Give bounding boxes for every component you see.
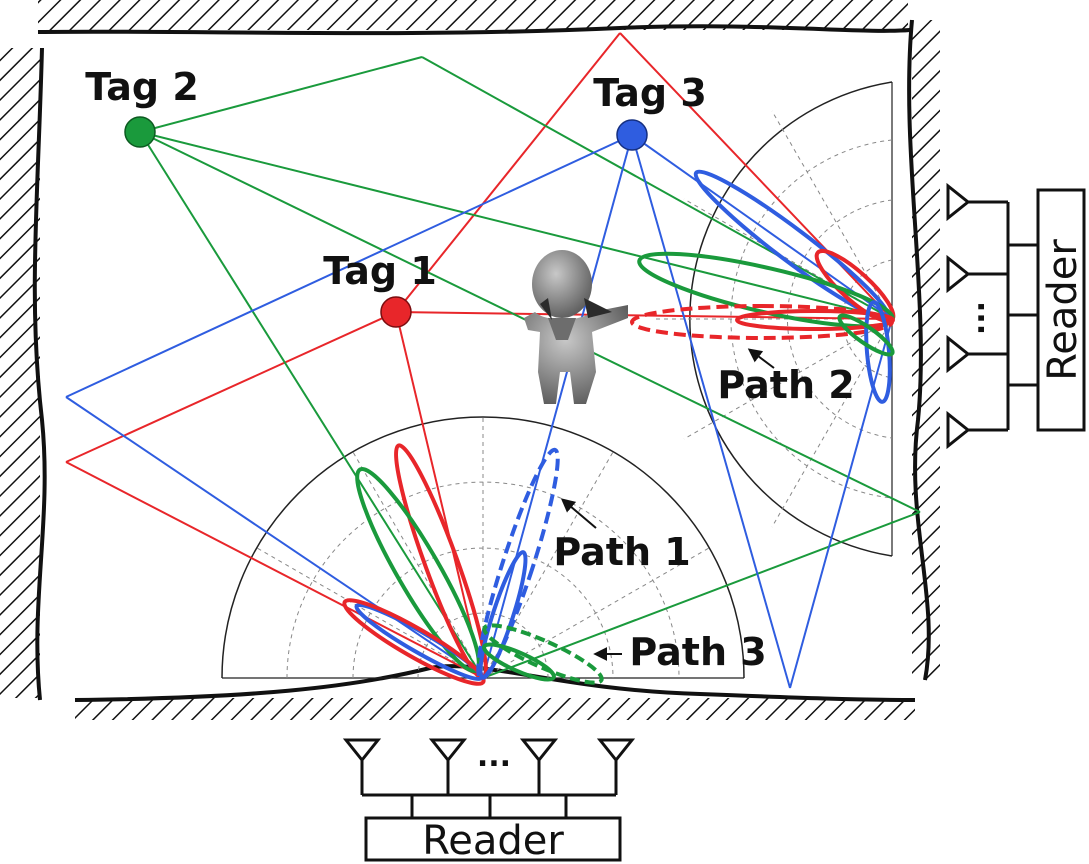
right-reader-array	[946, 182, 1086, 450]
tag-2-label: Tag 2	[85, 65, 199, 109]
path-1-arrow	[560, 498, 597, 529]
path-3-label: Path 3	[629, 630, 766, 674]
bottom-antenna-icon	[519, 738, 559, 795]
path-3-annotation: Path 3	[593, 630, 767, 674]
bottom-reader-array	[342, 738, 636, 862]
right-reader-label: Reader	[1040, 239, 1086, 381]
bottom-antenna-icon	[342, 738, 382, 795]
right-reader-ellipsis: ...	[957, 301, 992, 335]
bottom-reader-label: Reader	[422, 818, 564, 864]
right-antenna-icon	[946, 254, 1008, 294]
tag-1-label: Tag 1	[323, 249, 437, 293]
tag-2: Tag 2	[85, 65, 199, 148]
path-1-annotation: Path 1	[553, 498, 691, 574]
tag-2-dot	[124, 116, 156, 148]
right-reader-box	[1036, 188, 1086, 432]
left-wall	[0, 47, 47, 701]
right-antenna-icon	[946, 334, 1008, 374]
right-wall	[907, 19, 940, 681]
top-wall	[37, 0, 911, 36]
tag-3-label: Tag 3	[593, 71, 707, 115]
bottom-antenna-icon	[596, 738, 636, 795]
blue-rays	[65, 134, 893, 689]
walls	[0, 0, 940, 720]
bottom-antenna-icon	[428, 738, 468, 795]
right-antenna-lobes	[630, 169, 896, 404]
path-1-label: Path 1	[553, 530, 690, 574]
bottom-reader-ellipsis: ...	[477, 739, 511, 774]
path-2-arrow	[747, 348, 775, 369]
tag-3: Tag 3	[593, 71, 707, 151]
bottom-antenna-lobes	[342, 443, 604, 686]
right-antenna-icon	[946, 182, 1008, 222]
path-2-label: Path 2	[717, 363, 854, 407]
tag-1-dot	[380, 296, 412, 328]
bottom-reader-box	[364, 816, 622, 862]
tag-3-dot	[616, 119, 648, 151]
path-2-annotation: Path 2	[717, 348, 855, 407]
right-antenna-icon	[946, 410, 1008, 450]
person-figure	[524, 250, 628, 404]
red-rays	[65, 32, 893, 679]
tag-1: Tag 1	[323, 249, 437, 328]
